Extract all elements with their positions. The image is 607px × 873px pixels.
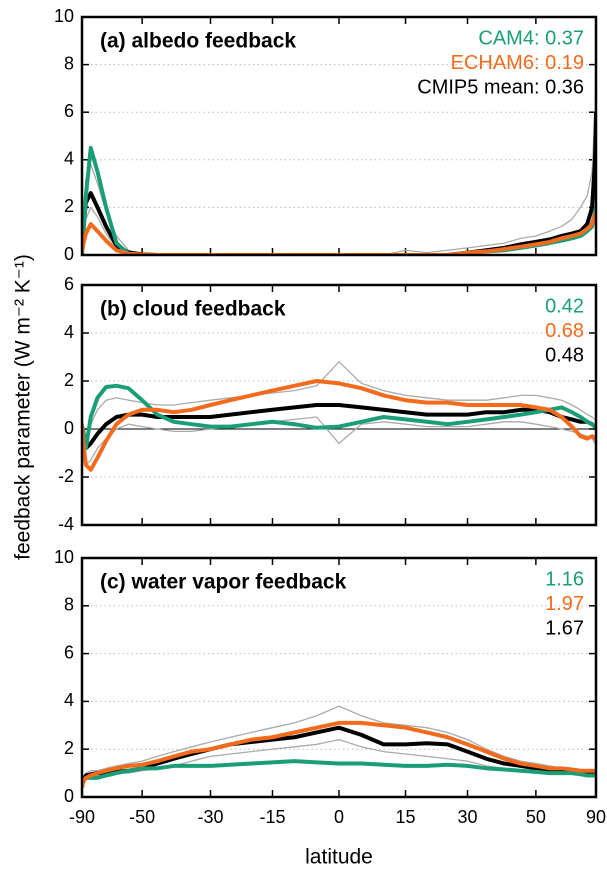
x-tick-label: -30 <box>197 807 223 827</box>
y-tick-label: 6 <box>64 642 74 662</box>
x-tick-label: 90 <box>586 807 606 827</box>
annotation: 0.68 <box>545 320 584 342</box>
panel-title: (b) cloud feedback <box>100 298 286 321</box>
series-line <box>82 383 596 451</box>
annotation: 0.48 <box>545 344 584 366</box>
y-tick-label: 8 <box>64 53 74 73</box>
model-line <box>82 705 596 786</box>
series-line <box>82 720 596 788</box>
x-tick-label: -15 <box>259 807 285 827</box>
y-axis-label: feedback parameter (W m⁻² K⁻¹) <box>12 254 35 560</box>
x-tick-label: -50 <box>129 807 155 827</box>
annotation: CAM4: 0.37 <box>478 27 584 49</box>
x-tick-label: -90 <box>69 807 95 827</box>
y-tick-label: 0 <box>64 244 74 264</box>
panel-frame <box>80 556 598 799</box>
y-tick-label: 4 <box>64 322 74 342</box>
y-tick-label: 10 <box>54 6 74 26</box>
y-tick-label: 2 <box>64 196 74 216</box>
y-tick-label: 6 <box>64 101 74 121</box>
y-tick-label: 0 <box>64 418 74 438</box>
series-line <box>82 112 596 255</box>
model-line <box>82 361 596 437</box>
y-tick-label: 6 <box>64 274 74 294</box>
y-tick-label: 0 <box>64 786 74 806</box>
y-tick-label: 10 <box>54 547 74 567</box>
annotation: 1.16 <box>545 568 584 590</box>
annotation: 0.42 <box>545 295 584 317</box>
series-line <box>82 145 596 255</box>
panel-frame <box>80 283 598 527</box>
x-tick-label: 0 <box>334 807 344 827</box>
y-tick-label: -4 <box>58 514 74 534</box>
annotation: 1.97 <box>545 593 584 615</box>
y-tick-label: 8 <box>64 595 74 615</box>
panel-frame <box>80 15 598 257</box>
panel-title: (a) albedo feedback <box>100 30 296 53</box>
y-tick-label: 4 <box>64 149 74 169</box>
model-line <box>82 416 596 466</box>
y-tick-label: -2 <box>58 466 74 486</box>
annotation: ECHAM6: 0.19 <box>451 52 584 74</box>
x-axis-label: latitude <box>305 846 373 869</box>
y-tick-label: 2 <box>64 370 74 390</box>
panel-title: (c) water vapor feedback <box>100 571 347 594</box>
series-line <box>82 211 596 255</box>
series-line <box>82 759 596 786</box>
annotation: CMIP5 mean: 0.36 <box>417 76 584 98</box>
x-tick-label: 15 <box>396 807 416 827</box>
x-tick-label: 30 <box>457 807 477 827</box>
x-tick-label: 50 <box>526 807 546 827</box>
series-line <box>82 379 596 472</box>
y-tick-label: 2 <box>64 738 74 758</box>
annotation: 1.67 <box>545 617 584 639</box>
y-tick-label: 4 <box>64 690 74 710</box>
